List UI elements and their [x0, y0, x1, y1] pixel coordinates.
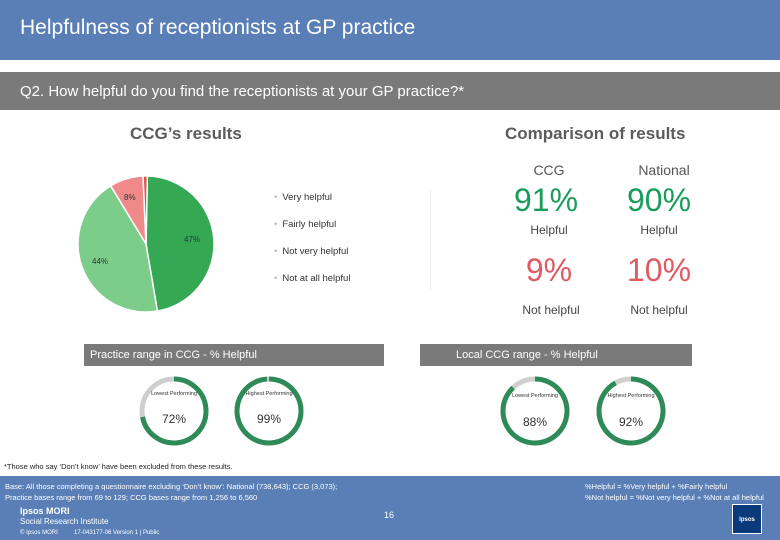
practice-lowest-value: 72%	[161, 412, 187, 426]
practice-lowest-ring	[139, 376, 209, 446]
ipsos-logo-icon: Ipsos	[732, 504, 762, 534]
helpful-national-label: Helpful	[640, 223, 678, 237]
header-bar	[0, 0, 780, 60]
ccg-results-heading: CCG’s results	[130, 124, 242, 143]
reference: 17-043177-06 Version 1 | Public	[74, 530, 160, 536]
helpful-ccg-label: Helpful	[530, 223, 568, 237]
local-highest-ring	[596, 376, 666, 446]
not-helpful-ccg-label: Not helpful	[522, 303, 580, 317]
comparison-heading: Comparison of results	[505, 124, 686, 143]
practice-highest-label: Highest Performing	[245, 391, 293, 397]
local-highest-label: Highest Performing	[607, 393, 655, 399]
donut-slice-very-helpful	[145, 175, 215, 312]
legend-not-at-all-helpful: • Not at all helpful	[274, 273, 351, 284]
base-note: Base: All those completing a questionnai…	[5, 482, 338, 502]
legend-fairly-helpful: • Fairly helpful	[274, 219, 337, 230]
page-number: 16	[384, 510, 395, 520]
local-range-bar	[420, 344, 692, 366]
question-text: Q2. How helpful do you find the receptio…	[20, 83, 465, 100]
footer-bar	[0, 476, 780, 540]
not-helpful-national-value: 10%	[626, 252, 692, 288]
copyright: © Ipsos MORI	[20, 530, 58, 536]
donut-slice-fairly-helpful	[77, 184, 159, 313]
ring-fill-arc	[234, 376, 304, 446]
practice-highest-value: 99%	[256, 412, 282, 426]
local-range-label: Local CCG range - % Helpful	[456, 349, 598, 361]
not-helpful-ccg-value: 9%	[525, 252, 573, 288]
question-bar	[0, 72, 780, 110]
divider	[430, 190, 431, 290]
helpful-national-value: 90%	[626, 182, 692, 218]
local-highest-value: 92%	[618, 415, 644, 429]
local-lowest-label: Lowest Performing	[512, 393, 558, 399]
ring-fill-arc	[140, 376, 209, 446]
ring-fill-arc	[596, 376, 666, 446]
local-lowest-value: 88%	[522, 415, 548, 429]
local-lowest-ring	[500, 376, 570, 446]
ring-fill-arc	[500, 376, 570, 446]
practice-highest-ring	[234, 376, 304, 446]
donut-chart	[77, 175, 215, 313]
sri-logo-text: Social Research Institute	[20, 517, 109, 526]
practice-range-bar	[84, 344, 384, 366]
slice-label-very-helpful: 47%	[184, 235, 201, 244]
footnote: *Those who say ‘Don’t know’ have been ex…	[4, 462, 233, 471]
col-ccg: CCG	[533, 162, 565, 178]
practice-range-label: Practice range in CCG - % Helpful	[90, 349, 257, 361]
definition-note: %Helpful = %Very helpful + %Fairly helpf…	[585, 482, 764, 502]
practice-lowest-label: Lowest Performing	[151, 391, 197, 397]
col-national: National	[638, 162, 690, 178]
slice-label-not-very-helpful: 8%	[124, 193, 136, 202]
slice-label-fairly-helpful: 44%	[92, 257, 109, 266]
helpful-ccg-value: 91%	[513, 182, 579, 218]
legend-very-helpful: • Very helpful	[274, 192, 332, 203]
page-title: Helpfulness of receptionists at GP pract…	[20, 16, 416, 39]
not-helpful-national-label: Not helpful	[630, 303, 688, 317]
legend-not-very-helpful: • Not very helpful	[274, 246, 349, 257]
ipsos-mori-logo: Ipsos MORI	[20, 506, 70, 516]
donut-slice-not-at-all-helpful	[142, 175, 149, 245]
